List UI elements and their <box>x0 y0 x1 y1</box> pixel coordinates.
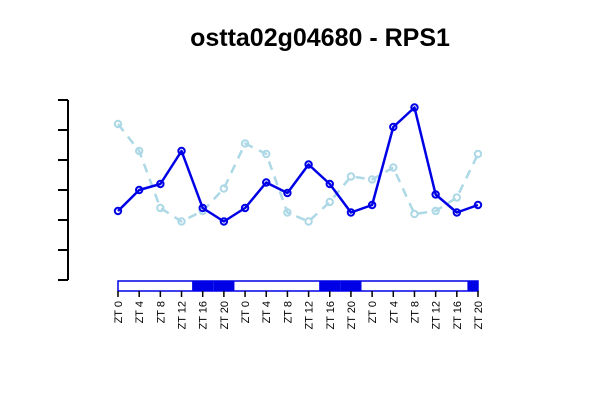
series-1-point <box>113 119 123 129</box>
series-1-point <box>262 149 271 159</box>
series-0-point <box>177 146 186 156</box>
light-bar-segment-light <box>425 281 447 291</box>
x-tick-label: ZT 0 <box>240 301 252 323</box>
series-0-point <box>240 203 250 213</box>
light-bar-segment-dark <box>319 281 341 291</box>
light-bar-segment-light <box>361 281 383 291</box>
series-1-point <box>283 208 292 217</box>
light-bar-segment-light <box>446 281 468 291</box>
series-1-point <box>389 163 398 172</box>
series-1-point <box>367 175 377 184</box>
x-tick-label: ZT 4 <box>388 301 400 323</box>
light-bar-segment-light <box>234 281 256 291</box>
x-tick-label: ZT 16 <box>452 301 464 330</box>
series-0-point <box>325 179 334 189</box>
series-0-point <box>198 203 207 213</box>
light-bar-segment-light <box>276 281 298 291</box>
x-tick-label: ZT 12 <box>304 301 316 330</box>
x-tick-label: ZT 8 <box>409 301 421 323</box>
light-bar-segment-dark <box>340 281 362 291</box>
series-0-point <box>262 178 271 187</box>
light-bar-segment-light <box>403 281 426 291</box>
series-layer <box>113 103 483 226</box>
series-0-point <box>113 206 123 216</box>
series-0-point <box>367 200 377 210</box>
light-bar-segment-light <box>149 281 171 291</box>
series-1-point <box>410 209 419 219</box>
light-bar-border <box>117 280 479 292</box>
x-tick-label: ZT 16 <box>198 301 210 330</box>
series-0-point <box>473 200 483 210</box>
series-1-point <box>473 149 483 159</box>
x-tick-label: ZT 8 <box>155 301 167 323</box>
series-1-point <box>219 184 229 193</box>
light-bar-segment-light <box>128 281 150 291</box>
series-line-0 <box>117 106 479 223</box>
x-tick-label: ZT 12 <box>177 301 189 330</box>
series-1-point <box>304 217 313 226</box>
x-tick-label: ZT 20 <box>346 301 358 330</box>
x-tick-label: ZT 0 <box>367 301 379 323</box>
x-tick-label: ZT 4 <box>134 301 146 323</box>
light-bar-segment-light <box>170 281 193 291</box>
light-bar-segment-light <box>255 281 277 291</box>
series-1-point <box>452 193 462 202</box>
light-bar-segment-dark <box>213 281 235 291</box>
light-bar-segment-dark <box>192 281 214 291</box>
light-bar-segment-dark <box>467 281 478 291</box>
x-tick-label: ZT 20 <box>473 301 485 330</box>
series-1-point <box>134 146 144 156</box>
series-0-point <box>283 188 292 198</box>
light-dark-bar <box>117 280 479 292</box>
series-0-point <box>389 122 398 132</box>
x-tick-label: ZT 0 <box>113 301 125 323</box>
light-bar-segment-light <box>298 281 320 291</box>
series-1-point <box>346 172 356 181</box>
y-axis <box>58 99 69 281</box>
x-tick-label: ZT 12 <box>431 301 443 330</box>
x-tick-label: ZT 20 <box>219 301 231 330</box>
series-1-point <box>156 203 165 213</box>
x-tick-label: ZT 4 <box>261 301 273 323</box>
series-1-point <box>177 217 186 226</box>
series-0-point <box>431 190 440 199</box>
x-tick-label: ZT 8 <box>282 301 294 323</box>
series-1-point <box>431 206 440 216</box>
series-0-point <box>156 179 165 189</box>
series-1-point <box>325 197 334 207</box>
light-bar-segment-light <box>382 281 404 291</box>
series-0-point <box>304 160 313 169</box>
series-0-point <box>410 103 419 112</box>
series-0-point <box>134 185 144 195</box>
chart-title: ostta02g04680 - RPS1 <box>190 24 450 52</box>
series-0-point <box>219 217 229 226</box>
series-0-point <box>452 208 462 217</box>
x-tick-label: ZT 16 <box>325 301 337 330</box>
x-axis-ticks: ZT 0 ZT 4 ZT 8 ZT 12 ZT 16 ZT 20 ZT 0 ZT 4 ZT 8 Z… <box>113 291 485 330</box>
light-bar-segment-light <box>118 281 129 291</box>
series-0-point <box>346 208 356 217</box>
series-1-point <box>240 139 250 148</box>
series-line-1 <box>117 123 480 223</box>
